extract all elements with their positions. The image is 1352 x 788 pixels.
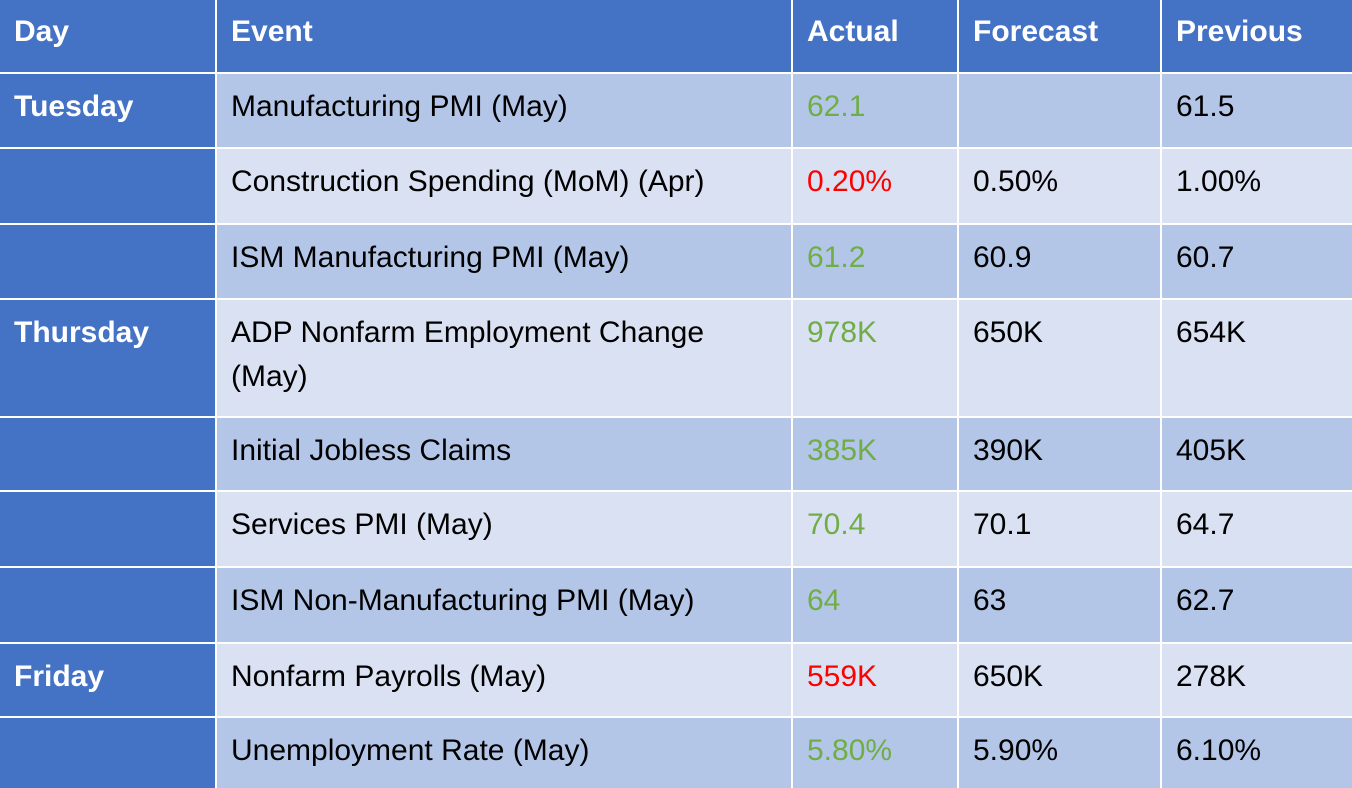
day-cell [0, 716, 217, 788]
actual-cell: 385K [791, 416, 959, 492]
previous-cell: 61.5 [1160, 72, 1352, 149]
previous-cell: 6.10% [1160, 716, 1352, 788]
previous-cell: 64.7 [1160, 490, 1352, 568]
day-cell: Friday [0, 642, 217, 718]
day-cell [0, 223, 217, 300]
table-row: Unemployment Rate (May) 5.80% 5.90% 6.10… [0, 716, 1352, 788]
event-cell: Nonfarm Payrolls (May) [215, 642, 793, 718]
forecast-cell: 70.1 [957, 490, 1162, 568]
forecast-cell: 60.9 [957, 223, 1162, 300]
event-cell: ISM Non-Manufacturing PMI (May) [215, 566, 793, 644]
actual-cell: 64 [791, 566, 959, 644]
day-cell: Thursday [0, 298, 217, 418]
header-day: Day [0, 0, 217, 74]
header-previous: Previous [1160, 0, 1352, 74]
header-forecast: Forecast [957, 0, 1162, 74]
day-cell [0, 416, 217, 492]
previous-cell: 405K [1160, 416, 1352, 492]
table-row: ISM Manufacturing PMI (May) 61.2 60.9 60… [0, 223, 1352, 300]
previous-cell: 60.7 [1160, 223, 1352, 300]
previous-cell: 1.00% [1160, 147, 1352, 225]
table-row: Tuesday Manufacturing PMI (May) 62.1 61.… [0, 72, 1352, 149]
table-row: Friday Nonfarm Payrolls (May) 559K 650K … [0, 642, 1352, 718]
previous-cell: 278K [1160, 642, 1352, 718]
table-row: Thursday ADP Nonfarm Employment Change (… [0, 298, 1352, 418]
actual-cell: 978K [791, 298, 959, 418]
day-cell [0, 490, 217, 568]
event-cell: Construction Spending (MoM) (Apr) [215, 147, 793, 225]
event-cell: ISM Manufacturing PMI (May) [215, 223, 793, 300]
actual-cell: 559K [791, 642, 959, 718]
previous-cell: 62.7 [1160, 566, 1352, 644]
table-row: Initial Jobless Claims 385K 390K 405K [0, 416, 1352, 492]
event-cell: Manufacturing PMI (May) [215, 72, 793, 149]
forecast-cell: 0.50% [957, 147, 1162, 225]
forecast-cell [957, 72, 1162, 149]
table-row: ISM Non-Manufacturing PMI (May) 64 63 62… [0, 566, 1352, 644]
event-cell: ADP Nonfarm Employment Change (May) [215, 298, 793, 418]
forecast-cell: 390K [957, 416, 1162, 492]
forecast-cell: 5.90% [957, 716, 1162, 788]
actual-cell: 0.20% [791, 147, 959, 225]
table-row: Construction Spending (MoM) (Apr) 0.20% … [0, 147, 1352, 225]
actual-cell: 70.4 [791, 490, 959, 568]
actual-cell: 5.80% [791, 716, 959, 788]
forecast-cell: 650K [957, 642, 1162, 718]
day-cell [0, 147, 217, 225]
day-cell: Tuesday [0, 72, 217, 149]
day-cell [0, 566, 217, 644]
header-actual: Actual [791, 0, 959, 74]
header-row: Day Event Actual Forecast Previous [0, 0, 1352, 74]
forecast-cell: 63 [957, 566, 1162, 644]
previous-cell: 654K [1160, 298, 1352, 418]
event-cell: Initial Jobless Claims [215, 416, 793, 492]
forecast-cell: 650K [957, 298, 1162, 418]
event-cell: Unemployment Rate (May) [215, 716, 793, 788]
event-cell: Services PMI (May) [215, 490, 793, 568]
actual-cell: 61.2 [791, 223, 959, 300]
header-event: Event [215, 0, 793, 74]
actual-cell: 62.1 [791, 72, 959, 149]
table-row: Services PMI (May) 70.4 70.1 64.7 [0, 490, 1352, 568]
